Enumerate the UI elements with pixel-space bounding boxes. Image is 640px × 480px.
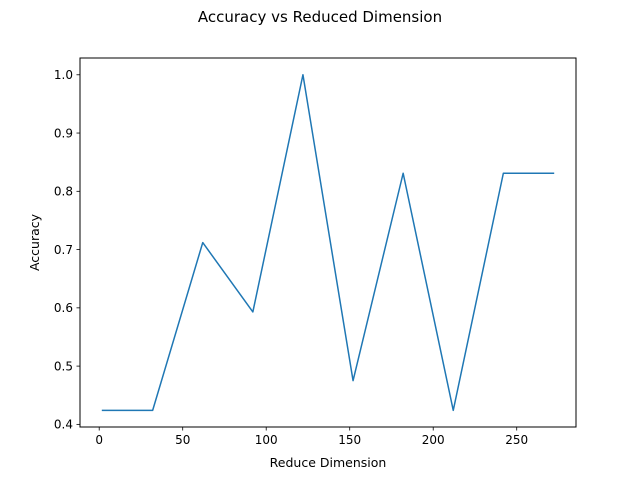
y-axis-title: Accuracy (27, 213, 42, 271)
axes-frame (79, 57, 577, 428)
x-tick-label-1: 50 (175, 433, 190, 447)
x-tick-label-5: 250 (505, 433, 528, 447)
y-axis: 0.4 0.5 0.6 0.7 0.8 0.9 1.0 (54, 68, 80, 432)
x-tick-label-0: 0 (95, 433, 103, 447)
series-line-0 (101, 74, 555, 412)
y-tick-label-3: 0.7 (54, 243, 73, 257)
y-tick-label-6: 1.0 (54, 68, 73, 82)
y-tick-label-4: 0.8 (54, 185, 73, 199)
x-axis: 0 50 100 150 200 250 (95, 427, 528, 447)
y-tick-label-2: 0.6 (54, 301, 73, 315)
x-tick-label-3: 150 (338, 433, 361, 447)
plot-area (101, 74, 555, 412)
y-tick-label-5: 0.9 (54, 126, 73, 140)
y-tick-label-0: 0.4 (54, 418, 73, 432)
chart-title: Accuracy vs Reduced Dimension (198, 8, 442, 26)
x-axis-title: Reduce Dimension (270, 455, 387, 470)
x-tick-label-2: 100 (255, 433, 278, 447)
y-tick-label-1: 0.5 (54, 359, 73, 373)
x-tick-label-4: 200 (422, 433, 445, 447)
